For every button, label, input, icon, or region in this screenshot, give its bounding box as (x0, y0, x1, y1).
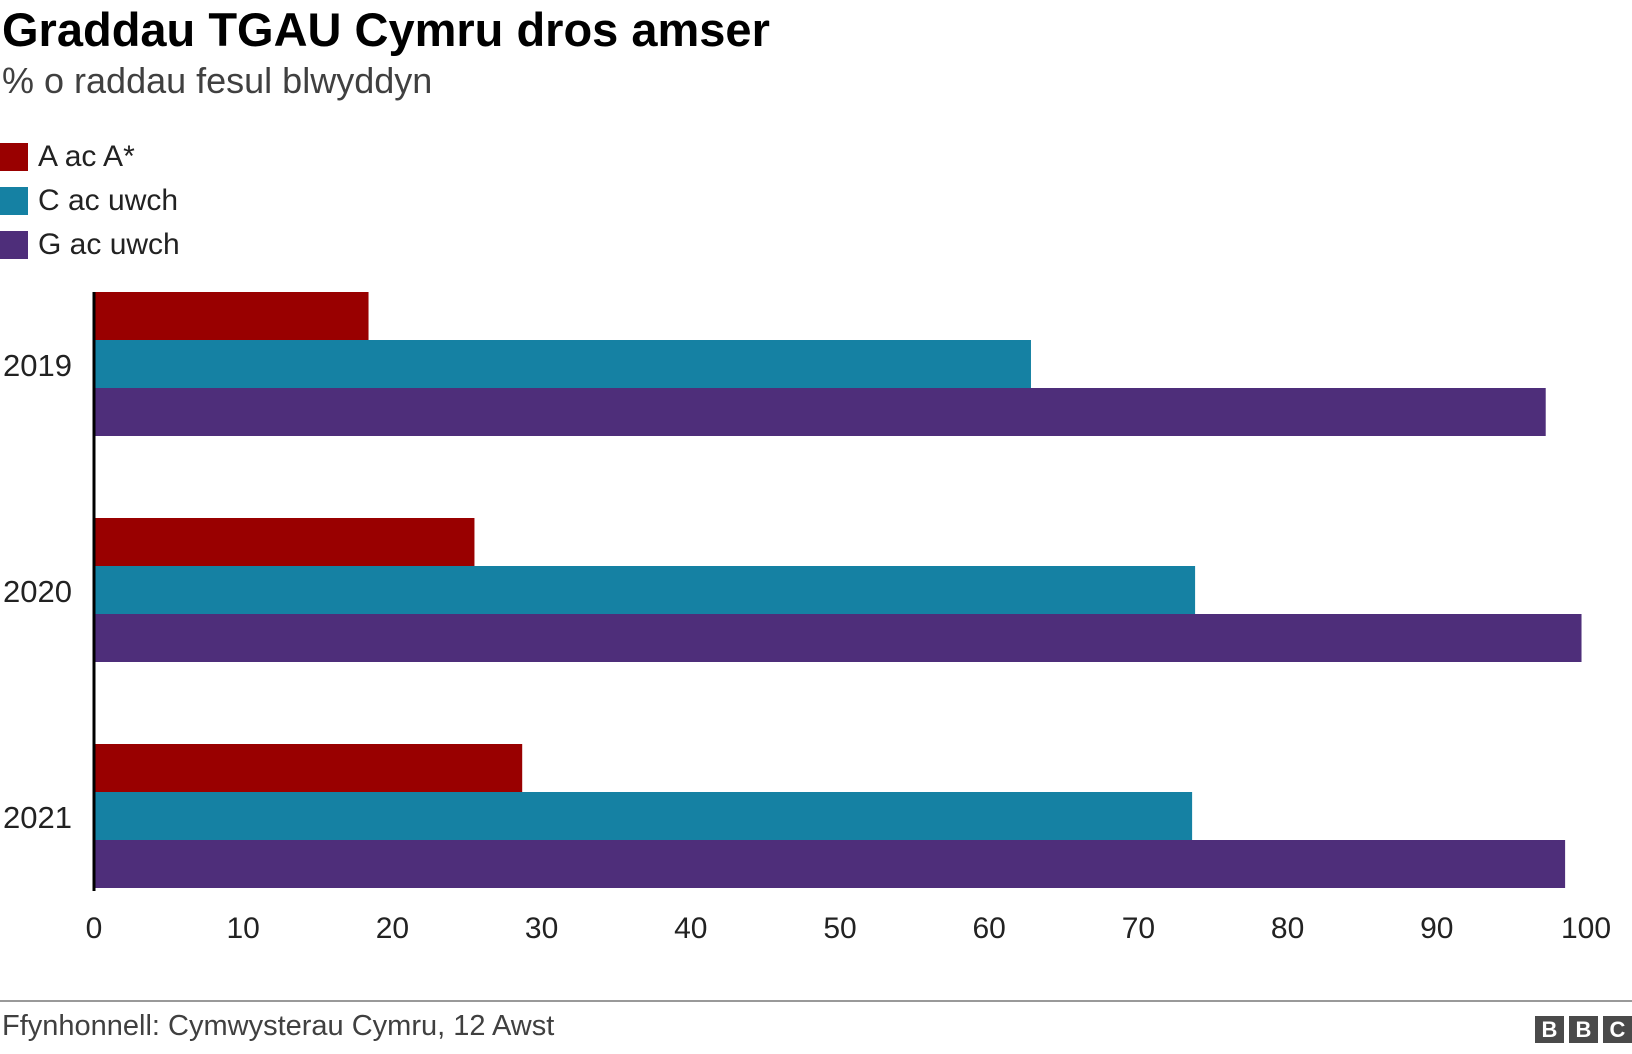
x-tick-label-40: 40 (674, 912, 707, 945)
x-tick-label-10: 10 (227, 912, 260, 945)
bar-2021-g (94, 840, 1566, 888)
logo-letter-c: C (1603, 1016, 1632, 1043)
x-tick-label-60: 60 (973, 912, 1006, 945)
x-tick-label-80: 80 (1271, 912, 1304, 945)
bar-2019-c (94, 340, 1031, 388)
source-note: Ffynhonnell: Cymwysterau Cymru, 12 Awst (2, 1010, 555, 1042)
legend-swatch-g (0, 231, 28, 259)
legend-item-c: C ac uwch (0, 179, 180, 223)
category-label-2020: 2020 (3, 574, 72, 609)
bar-2021-c (94, 792, 1193, 840)
x-tick-label-30: 30 (525, 912, 558, 945)
legend-swatch-a (0, 143, 28, 171)
legend-item-a: A ac A* (0, 135, 180, 179)
x-tick-label-50: 50 (823, 912, 856, 945)
bar-chart: 2019 2020 2021 0 10 20 30 40 50 60 70 80 90 100 (3, 292, 1611, 945)
legend-label-g: G ac uwch (38, 228, 180, 261)
x-tick-label-0: 0 (86, 912, 103, 945)
legend-swatch-c (0, 187, 28, 215)
bar-2019-g (94, 388, 1546, 436)
bar-2020-g (94, 614, 1582, 662)
category-label-2021: 2021 (3, 800, 72, 835)
x-tick-label-100: 100 (1561, 912, 1611, 945)
x-tick-label-20: 20 (376, 912, 409, 945)
chart-title: Graddau TGAU Cymru dros amser (2, 3, 770, 56)
chart-legend: A ac A* C ac uwch G ac uwch (0, 135, 180, 267)
legend-item-g: G ac uwch (0, 223, 180, 267)
category-label-2019: 2019 (3, 348, 72, 383)
bbc-logo: B B C (1535, 1016, 1632, 1043)
x-tick-label-70: 70 (1122, 912, 1155, 945)
bar-2020-a (94, 518, 475, 566)
legend-label-c: C ac uwch (38, 184, 179, 217)
x-tick-label-90: 90 (1420, 912, 1453, 945)
legend-label-a: A ac A* (38, 140, 135, 173)
bar-2019-a (94, 292, 369, 340)
logo-letter-b1: B (1535, 1016, 1564, 1043)
bar-2021-a (94, 744, 523, 792)
chart-subtitle: % o raddau fesul blwyddyn (2, 60, 433, 101)
footer-divider (0, 1000, 1632, 1002)
bar-2020-c (94, 566, 1196, 614)
logo-letter-b2: B (1569, 1016, 1598, 1043)
